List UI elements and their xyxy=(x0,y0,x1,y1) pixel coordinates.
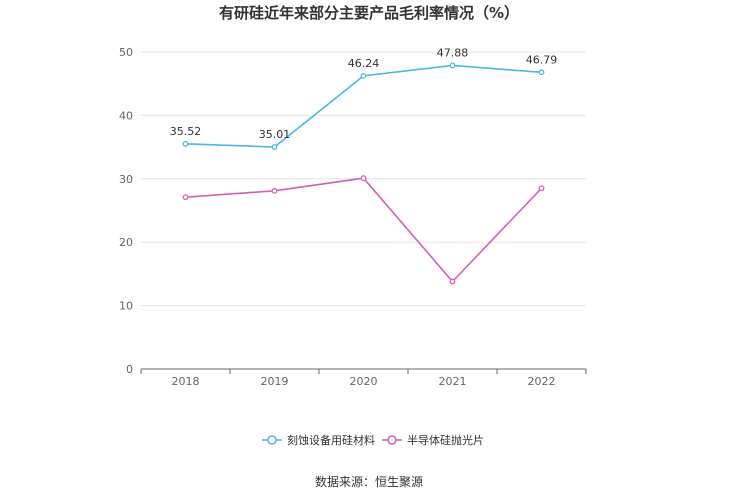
data-point xyxy=(538,69,545,76)
data-point xyxy=(360,72,367,79)
x-tick-label: 2019 xyxy=(261,375,289,388)
x-tick-label: 2021 xyxy=(439,375,467,388)
label-layer: 35.52 35.01 46.24 47.88 46.79 xyxy=(170,46,558,141)
data-point xyxy=(182,140,189,147)
y-tick-label: 0 xyxy=(126,363,133,376)
series-line xyxy=(185,177,543,283)
x-tick-label: 2022 xyxy=(528,375,556,388)
y-tick-label: 10 xyxy=(119,300,133,313)
x-tick-label: 2018 xyxy=(172,375,200,388)
legend: 刻蚀设备用硅材料 半导体硅抛光片 xyxy=(262,433,484,447)
axis-layer: 0 10 20 30 40 50 2018 2019 2020 2021 2022 xyxy=(119,46,587,388)
legend-label: 半导体硅抛光片 xyxy=(407,433,484,447)
data-label: 46.79 xyxy=(526,53,558,66)
data-point xyxy=(182,194,189,201)
series-layer xyxy=(182,62,545,285)
legend-marker xyxy=(267,435,277,445)
chart-title: 有研硅近年来部分主要产品毛利率情况（%） xyxy=(219,4,519,22)
data-label: 46.24 xyxy=(348,57,380,70)
data-point xyxy=(271,144,278,150)
data-point xyxy=(271,187,278,194)
data-point xyxy=(360,175,367,182)
y-tick-label: 20 xyxy=(119,236,133,249)
legend-marker xyxy=(387,435,397,445)
x-tick-label: 2020 xyxy=(350,375,378,388)
data-point xyxy=(449,62,456,69)
data-label: 47.88 xyxy=(437,46,469,59)
source-note: 数据来源：恒生聚源 xyxy=(315,474,423,489)
data-point xyxy=(449,278,456,285)
data-label: 35.52 xyxy=(170,125,202,138)
legend-label: 刻蚀设备用硅材料 xyxy=(287,433,375,447)
data-point xyxy=(538,185,545,192)
y-tick-label: 30 xyxy=(119,173,133,186)
data-label: 35.01 xyxy=(259,128,291,141)
y-tick-label: 40 xyxy=(119,109,133,122)
y-tick-label: 50 xyxy=(119,46,133,59)
